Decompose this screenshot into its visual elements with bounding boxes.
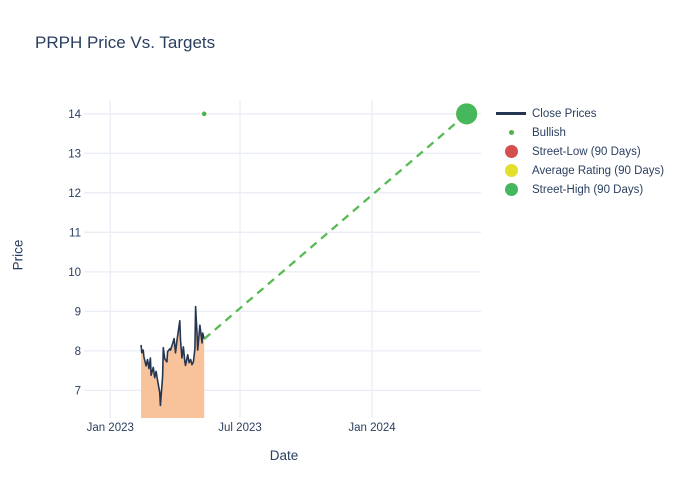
y-tick-label: 11	[69, 227, 81, 239]
legend-item-close-prices[interactable]: Close Prices	[494, 104, 664, 123]
legend-item-label: Bullish	[532, 126, 566, 139]
legend-item-label: Average Rating (90 Days)	[532, 164, 665, 177]
y-tick-label: 12	[68, 188, 81, 200]
legend-item-label: Street-High (90 Days)	[532, 183, 644, 196]
y-tick-label: 13	[68, 148, 81, 160]
legend-marker-icon	[504, 145, 518, 158]
y-tick-label: 10	[68, 267, 81, 279]
bullish-marker	[201, 111, 207, 117]
legend-marker-sample	[494, 183, 528, 196]
close-prices-area	[141, 306, 205, 418]
close-prices-line	[140, 305, 205, 407]
y-axis-title: Price	[10, 239, 26, 271]
x-tick-label: Jul 2023	[218, 422, 261, 434]
legend-marker-icon	[508, 130, 514, 135]
y-tick-label: 9	[75, 306, 81, 318]
street-high-90-days-marker	[456, 103, 478, 125]
y-tick-label: 14	[68, 109, 81, 121]
legend-marker-sample	[494, 145, 528, 158]
x-axis-title: Date	[269, 448, 299, 463]
legend-item-label: Street-Low (90 Days)	[532, 145, 641, 158]
legend-marker-sample	[494, 130, 528, 135]
legend: Close Prices Bullish Street-Low (90 Days) A…	[494, 104, 664, 199]
legend-item-street-high-90-days[interactable]: Street-High (90 Days)	[494, 180, 664, 199]
y-tick-label: 8	[75, 346, 81, 358]
legend-marker-icon	[504, 164, 518, 177]
y-tick-label: 7	[75, 385, 81, 397]
legend-item-average-rating-90-days[interactable]: Average Rating (90 Days)	[494, 161, 664, 180]
legend-line-sample	[494, 112, 528, 115]
legend-marker-sample	[494, 164, 528, 177]
trend-dashed-line	[203, 112, 468, 340]
legend-item-street-low-90-days[interactable]: Street-Low (90 Days)	[494, 142, 664, 161]
chart-title: PRPH Price Vs. Targets	[35, 33, 216, 52]
legend-line-swatch	[496, 112, 526, 115]
legend-marker-icon	[504, 183, 518, 196]
x-tick-label: Jan 2024	[348, 422, 396, 434]
x-tick-label: Jan 2023	[87, 422, 134, 434]
legend-item-label: Close Prices	[532, 107, 597, 120]
legend-item-bullish[interactable]: Bullish	[494, 123, 664, 142]
